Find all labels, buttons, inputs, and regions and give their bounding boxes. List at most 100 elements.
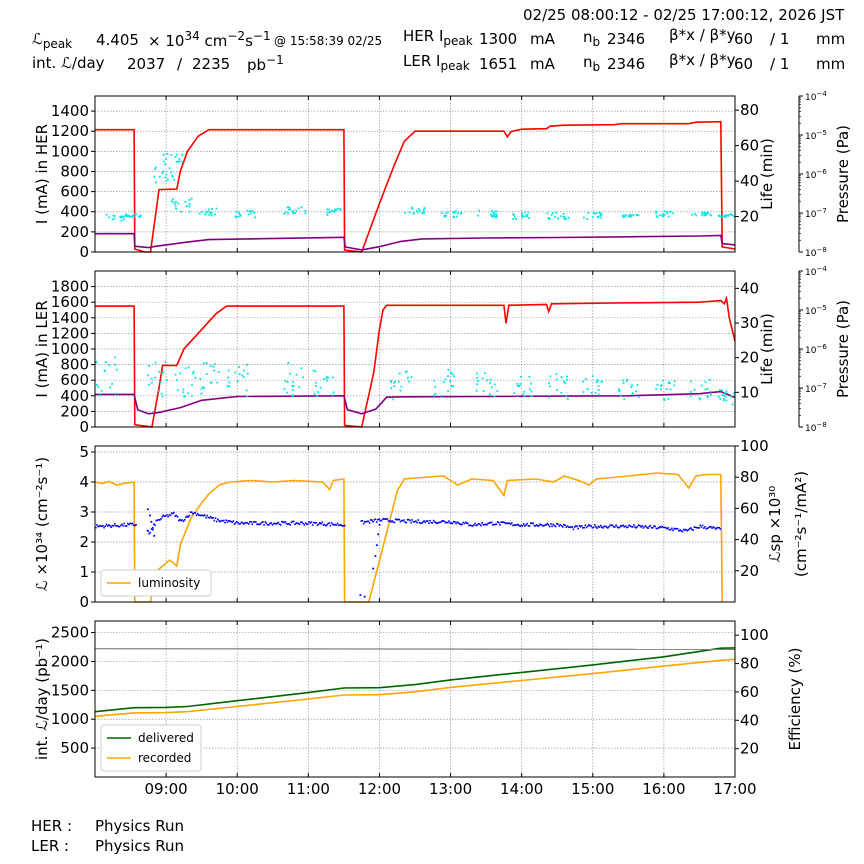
life-point bbox=[398, 372, 401, 375]
life-point bbox=[254, 216, 256, 219]
specific-point bbox=[454, 521, 456, 523]
specific-point bbox=[223, 519, 225, 522]
life-point bbox=[176, 389, 179, 392]
life-point bbox=[423, 207, 426, 209]
specific-point bbox=[616, 526, 619, 528]
specific-point bbox=[708, 526, 711, 528]
specific-point bbox=[554, 525, 557, 528]
life-point bbox=[135, 213, 138, 216]
life-point bbox=[164, 176, 167, 179]
life-point bbox=[294, 212, 297, 214]
specific-point bbox=[628, 524, 630, 526]
life-point bbox=[108, 364, 111, 367]
pressure-tick-label: 10−8 bbox=[805, 421, 827, 434]
specific-point bbox=[705, 527, 707, 530]
life-point bbox=[632, 213, 635, 216]
life-point bbox=[556, 378, 558, 381]
life-point bbox=[209, 365, 212, 368]
specific-point bbox=[277, 521, 280, 524]
life-point bbox=[722, 399, 725, 402]
specific-point bbox=[496, 521, 499, 523]
pressure-tick-label: 10−4 bbox=[805, 265, 827, 278]
y-tick-label: 600 bbox=[60, 183, 89, 201]
specific-point bbox=[112, 525, 115, 527]
life-point bbox=[125, 215, 128, 217]
life-point bbox=[331, 209, 333, 212]
life-point bbox=[188, 205, 191, 208]
specific-point bbox=[501, 521, 504, 523]
life-point bbox=[286, 391, 289, 394]
specific-point bbox=[324, 524, 327, 527]
life-point bbox=[123, 218, 125, 221]
life-point bbox=[206, 211, 209, 213]
specific-point bbox=[452, 521, 455, 523]
life-scatter bbox=[105, 153, 735, 222]
life-point bbox=[287, 362, 290, 364]
specific-point bbox=[601, 526, 603, 528]
y2-tick-label: 20 bbox=[740, 562, 759, 580]
life-point bbox=[203, 387, 206, 390]
specific-point bbox=[534, 525, 537, 527]
specific-point bbox=[279, 524, 282, 526]
life-point bbox=[706, 388, 709, 390]
life-point bbox=[704, 388, 707, 391]
life-point bbox=[705, 214, 708, 216]
life-point bbox=[286, 206, 289, 209]
life-point bbox=[238, 213, 241, 216]
specific-point bbox=[604, 525, 607, 528]
pressure-tick-exp: −4 bbox=[816, 90, 827, 98]
specific-point bbox=[615, 524, 617, 526]
specific-point bbox=[341, 525, 344, 527]
specific-point bbox=[621, 525, 623, 527]
life-point bbox=[668, 381, 670, 384]
life-point bbox=[173, 179, 175, 181]
specific-point bbox=[648, 525, 651, 528]
life-point bbox=[555, 373, 558, 376]
life-point bbox=[730, 395, 733, 397]
specific-point bbox=[404, 521, 406, 523]
specific-point bbox=[547, 524, 550, 526]
legend-label-delivered: delivered bbox=[138, 731, 194, 745]
life-point bbox=[704, 212, 707, 215]
specific-point bbox=[199, 514, 201, 517]
specific-point bbox=[97, 525, 99, 528]
intl-unit-exp: −1 bbox=[266, 53, 284, 67]
specific-point bbox=[205, 516, 207, 519]
life-point bbox=[476, 372, 478, 375]
specific-point bbox=[461, 523, 463, 526]
specific-point bbox=[659, 525, 661, 528]
specific-point bbox=[570, 526, 572, 528]
specific-point bbox=[584, 524, 587, 527]
life-point bbox=[700, 214, 703, 216]
x-tick-label: 17:00 bbox=[713, 780, 756, 798]
specific-point bbox=[620, 525, 622, 527]
life-point bbox=[178, 160, 181, 163]
life-point bbox=[523, 390, 526, 393]
life-point bbox=[432, 394, 435, 397]
specific-point bbox=[585, 526, 588, 529]
specific-point bbox=[515, 524, 518, 526]
y-tick-label: 1800 bbox=[51, 278, 89, 296]
specific-point bbox=[468, 524, 470, 527]
pressure-tick-exp: −4 bbox=[816, 265, 827, 273]
life-point bbox=[198, 212, 201, 215]
life-point bbox=[243, 369, 245, 372]
specific-point bbox=[319, 522, 321, 524]
specific-point bbox=[695, 526, 698, 529]
life-point bbox=[493, 395, 496, 398]
life-point bbox=[515, 218, 517, 220]
y2-tick-label: 40 bbox=[740, 531, 759, 549]
y-tick-label: 200 bbox=[60, 402, 89, 420]
life-point bbox=[114, 356, 116, 359]
life-point bbox=[172, 201, 175, 204]
specific-point bbox=[174, 515, 176, 517]
life-point bbox=[460, 212, 463, 215]
life-point bbox=[331, 394, 334, 396]
efficiency-series bbox=[94, 648, 736, 650]
ler-nb-subscript: b bbox=[592, 60, 601, 74]
specific-point bbox=[610, 524, 613, 527]
specific-point bbox=[658, 527, 660, 529]
life-point bbox=[125, 213, 127, 216]
life-point bbox=[178, 158, 181, 160]
specific-point bbox=[646, 526, 648, 529]
